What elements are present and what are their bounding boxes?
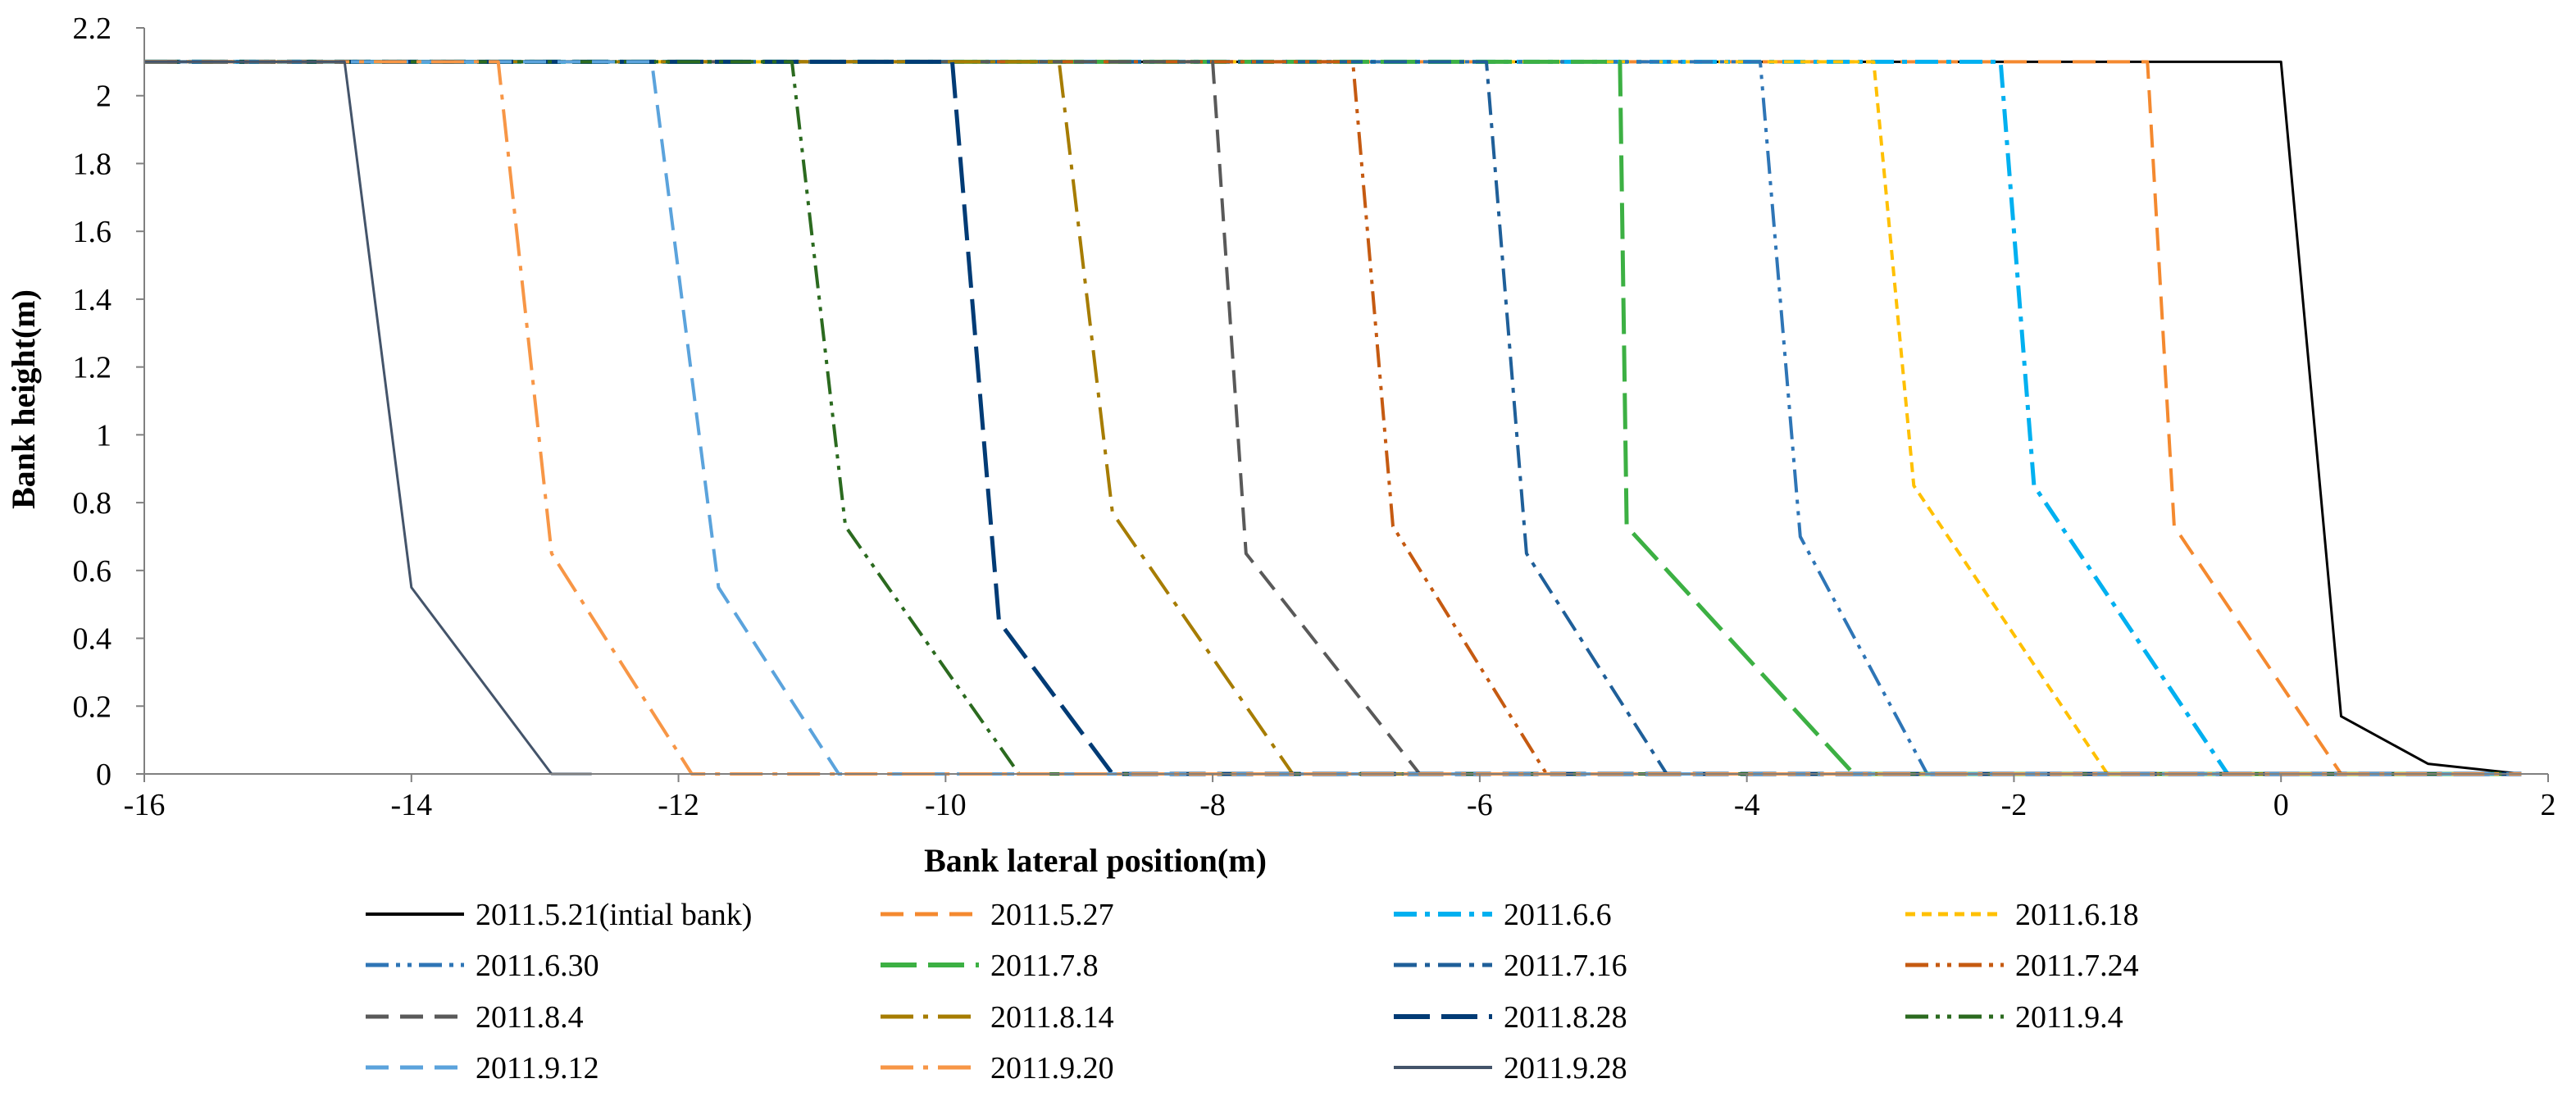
x-tick-label: -2: [2001, 788, 2028, 822]
legend-item: 2011.5.21(intial bank): [366, 898, 752, 932]
x-axis-title: Bank lateral position(m): [924, 842, 1267, 879]
y-axis-title: Bank height(m): [5, 289, 42, 509]
y-tick-label: 0.8: [73, 486, 112, 521]
legend-label: 2011.8.14: [990, 1000, 1114, 1035]
legend-label: 2011.9.12: [476, 1051, 599, 1085]
x-tick-label: -8: [1199, 788, 1226, 822]
y-tick-label: 1.8: [73, 147, 112, 181]
legend-label: 2011.8.4: [476, 1000, 584, 1035]
series-line-14: [144, 60, 2522, 776]
legend-label: 2011.6.6: [1504, 898, 1612, 932]
legend-label: 2011.8.28: [1504, 1000, 1627, 1035]
x-tick-label: -4: [1734, 788, 1760, 822]
y-tick-label: 0.4: [73, 622, 112, 657]
legend-item: 2011.6.30: [366, 949, 599, 983]
legend-item: 2011.7.24: [1905, 949, 2139, 983]
legend-item: 2011.9.4: [1905, 1000, 2123, 1035]
x-tick-label: -14: [390, 788, 432, 822]
x-tick-label: -10: [925, 788, 967, 822]
legend-item: 2011.7.16: [1394, 949, 1627, 983]
y-tick-label: 0.6: [73, 554, 112, 589]
legend-label: 2011.7.24: [2015, 949, 2139, 983]
legend-label: 2011.7.16: [1504, 949, 1627, 983]
legend-label: 2011.9.28: [1504, 1051, 1627, 1085]
legend: 2011.5.21(intial bank) 2011.5.27 2011.6.6 2…: [366, 898, 2139, 1085]
legend-item: 2011.8.14: [881, 1000, 1114, 1035]
legend-label: 2011.9.20: [990, 1051, 1114, 1085]
x-tick-label: 0: [2273, 788, 2289, 822]
legend-label: 2011.6.30: [476, 949, 599, 983]
y-tick-label: 2: [96, 80, 112, 114]
legend-item: 2011.9.28: [1394, 1051, 1627, 1085]
y-tick-label: 1.6: [73, 215, 112, 249]
series-line-13: [144, 60, 2522, 776]
y-tick-label: 1.4: [73, 283, 112, 317]
x-tick-label: 2: [2541, 788, 2556, 822]
legend-label: 2011.9.4: [2015, 1000, 2123, 1035]
legend-label: 2011.5.21(intial bank): [476, 898, 752, 932]
legend-item: 2011.6.18: [1905, 898, 2139, 932]
legend-label: 2011.7.8: [990, 949, 1099, 983]
x-tick-label: -6: [1467, 788, 1493, 822]
legend-item: 2011.8.4: [366, 1000, 584, 1035]
legend-item: 2011.8.28: [1394, 1000, 1627, 1035]
legend-item: 2011.9.12: [366, 1051, 599, 1085]
legend-label: 2011.5.27: [990, 898, 1114, 932]
x-tick-label: -16: [124, 788, 166, 822]
legend-label: 2011.6.18: [2015, 898, 2139, 932]
y-tick-label: 0: [96, 758, 112, 792]
legend-item: 2011.6.6: [1394, 898, 1612, 932]
legend-item: 2011.5.27: [881, 898, 1114, 932]
axis-layer: -16 -14 -12 -10 -8 -6 -4 -2 0 2 0 0.2 0.4 0.6 0.8 1 1.2 1…: [73, 11, 2556, 822]
y-tick-label: 2.2: [73, 11, 112, 46]
y-tick-label: 1: [96, 418, 112, 453]
y-tick-label: 0.2: [73, 689, 112, 724]
legend-item: 2011.9.20: [881, 1051, 1114, 1085]
legend-item: 2011.7.8: [881, 949, 1099, 983]
x-tick-label: -12: [658, 788, 699, 822]
y-tick-label: 1.2: [73, 351, 112, 385]
